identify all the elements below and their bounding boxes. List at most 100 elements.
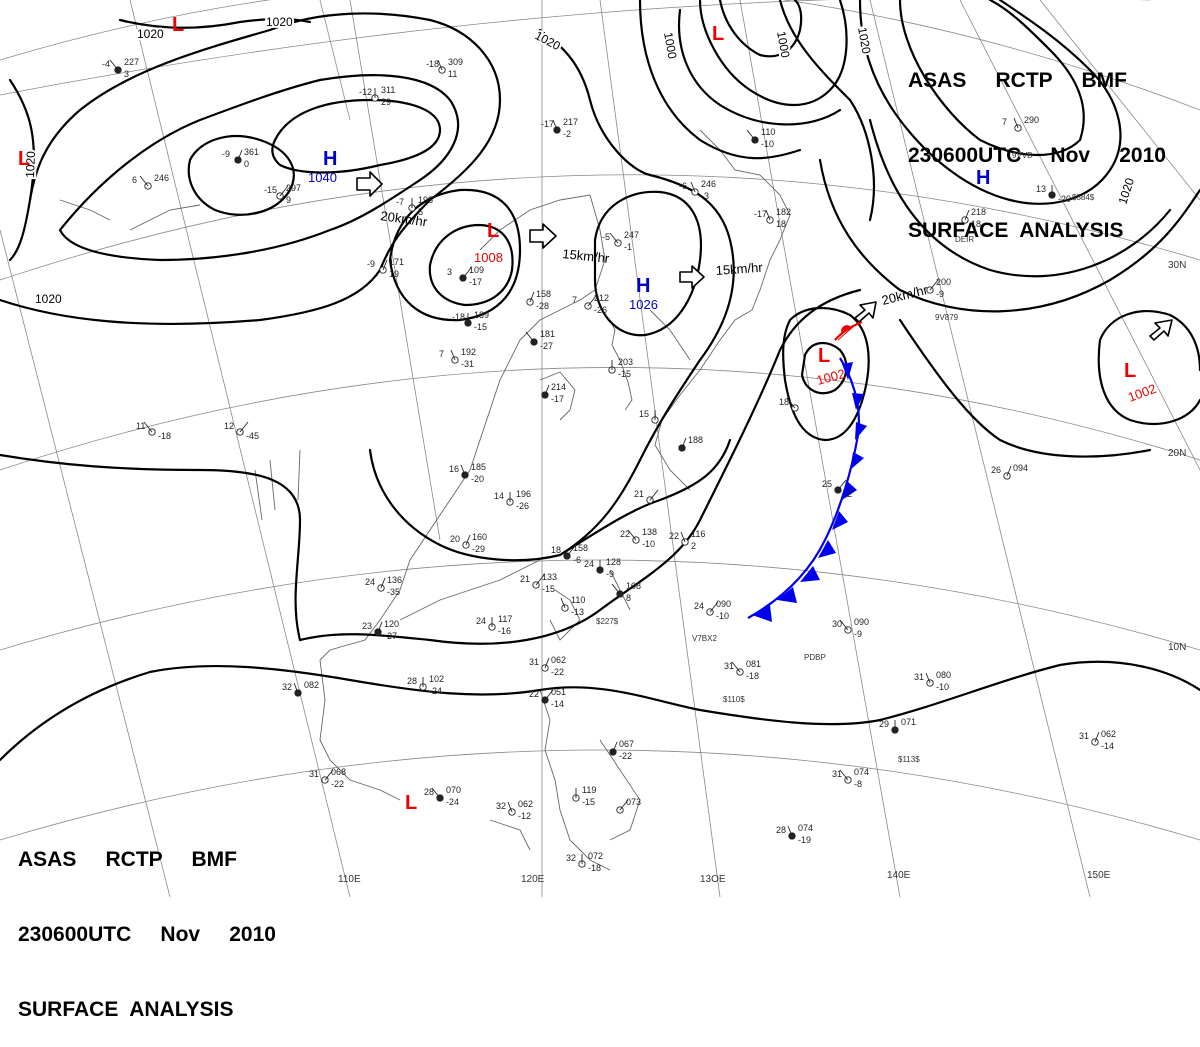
high-1040-value: 1040 — [308, 170, 337, 185]
station-pressure: 185 — [471, 462, 486, 472]
wind-barb — [690, 181, 696, 193]
pressure-centers: L L H 1040 L 1008 H 1026 L H L 1002 L 10… — [18, 14, 1158, 814]
station-temperature: 22 — [620, 529, 630, 539]
wind-barb — [544, 657, 550, 669]
station-tendency: -22 — [551, 667, 564, 677]
station-tendency: -24 — [429, 686, 442, 696]
station-temperature: 28 — [407, 676, 417, 686]
wind-barb — [507, 801, 513, 813]
station-circle — [508, 808, 516, 816]
station-pressure: 090 — [716, 599, 731, 609]
station-ids: V7BX2 PDBP 9VVD DEIR 9V879 $227$ $110$ $… — [596, 151, 1095, 764]
wind-barb — [462, 267, 472, 279]
wind-barb — [786, 397, 796, 409]
station-id: $384$ — [1072, 193, 1095, 202]
station-tendency: -29 — [472, 544, 485, 554]
lat-10: 10N — [1168, 642, 1186, 653]
station-pressure: 189 — [474, 310, 489, 320]
station-pressure: 181 — [540, 329, 555, 339]
station-temperature: 24 — [476, 616, 486, 626]
station-pressure: 062 — [551, 655, 566, 665]
wind-barb — [544, 384, 550, 396]
station-tendency: -10 — [716, 611, 729, 621]
station-pressure: 062 — [1101, 729, 1116, 739]
iso-1020-c: 1020 — [35, 292, 62, 306]
station-tendency: -17 — [551, 394, 564, 404]
station-temperature: 7 — [1002, 117, 1007, 127]
station-temperature: -18 — [452, 312, 465, 322]
station-temperature: 24 — [694, 601, 704, 611]
station-temperature: 32 — [566, 853, 576, 863]
station-tendency: -2 — [563, 129, 571, 139]
lat-20: 20N — [1168, 448, 1186, 459]
station-pressure: 160 — [472, 532, 487, 542]
wind-barb — [431, 787, 441, 799]
high-1026-value: 1026 — [629, 297, 658, 312]
station-pressure: 203 — [618, 357, 633, 367]
wind-barb — [1013, 117, 1019, 129]
wind-barb — [544, 689, 554, 701]
wind-barb — [293, 682, 299, 694]
wind-barb — [324, 769, 334, 781]
station-tendency: -6 — [573, 555, 581, 565]
wind-barb — [839, 769, 849, 781]
high-1026-letter: H — [636, 275, 650, 297]
station-temperature: 31 — [529, 657, 539, 667]
station-temperature: 24 — [365, 577, 375, 587]
station-tendency: -9 — [606, 569, 614, 579]
station-temperature: 7 — [439, 349, 444, 359]
lon-120: 120E — [521, 874, 545, 885]
cold-front — [747, 357, 867, 622]
wind-barb — [587, 295, 597, 307]
station-tendency: 29 — [381, 97, 391, 107]
station-pressure: 072 — [588, 851, 603, 861]
header-line-3: SURFACE ANALYSIS — [18, 998, 234, 1021]
station-tendency: -13 — [571, 607, 584, 617]
station-temperature: 18 — [779, 397, 789, 407]
station-tendency: -24 — [446, 797, 459, 807]
station-tendency: -9 — [936, 289, 944, 299]
station-pressure: 158 — [536, 289, 551, 299]
lat-30: 30N — [1168, 260, 1186, 271]
station-tendency: -26 — [516, 501, 529, 511]
station-tendency: -26 — [594, 305, 607, 315]
header-top-right: ASAS RCTP BMF 230600UTC Nov 2010 SURFACE… — [908, 18, 1166, 268]
station-pressure: 361 — [244, 147, 259, 157]
station-temperature: 26 — [991, 465, 1001, 475]
station-temperature: -9 — [222, 149, 230, 159]
station-tendency: -10 — [936, 682, 949, 692]
station-temperature: 7 — [572, 295, 577, 305]
station-pressure: 090 — [854, 617, 869, 627]
station-temperature: -7 — [396, 197, 404, 207]
iso-1020-f: 1020 — [855, 26, 873, 55]
station-tendency: -18 — [588, 863, 601, 873]
station-pressure: 133 — [542, 572, 557, 582]
station-temperature: 14 — [494, 491, 504, 501]
station-tendency: -8 — [854, 779, 862, 789]
station-pressure: 227 — [124, 57, 139, 67]
low-1002-b-letter: L — [1124, 360, 1136, 382]
header-line-1: ASAS RCTP BMF — [18, 848, 237, 871]
station-temperature: -6 — [679, 181, 687, 191]
station-temperature: 15 — [639, 409, 649, 419]
motion-15-a: 15km/hr — [562, 246, 611, 266]
station-tendency: -2 — [844, 489, 852, 499]
station-temperature: -4 — [102, 59, 110, 69]
station-temperature: 11 — [136, 421, 145, 431]
wind-barb — [839, 619, 849, 631]
wind-barb — [143, 421, 153, 433]
station-id: PDBP — [804, 653, 826, 662]
wind-barb — [925, 672, 931, 684]
station-pressure: 117 — [498, 614, 512, 624]
iso-1000-b: 1000 — [774, 30, 792, 59]
wind-barb — [535, 574, 545, 586]
station-pressure: 309 — [448, 57, 463, 67]
wind-barb — [560, 597, 566, 609]
station-tendency: -18 — [158, 431, 171, 441]
station-tendency: -3 — [701, 191, 709, 201]
low-topleft-letter: L — [172, 14, 184, 36]
low-1008-value: 1008 — [474, 250, 503, 265]
iso-1020-d: 1020 — [23, 151, 38, 178]
station-temperature: -18 — [426, 59, 439, 69]
